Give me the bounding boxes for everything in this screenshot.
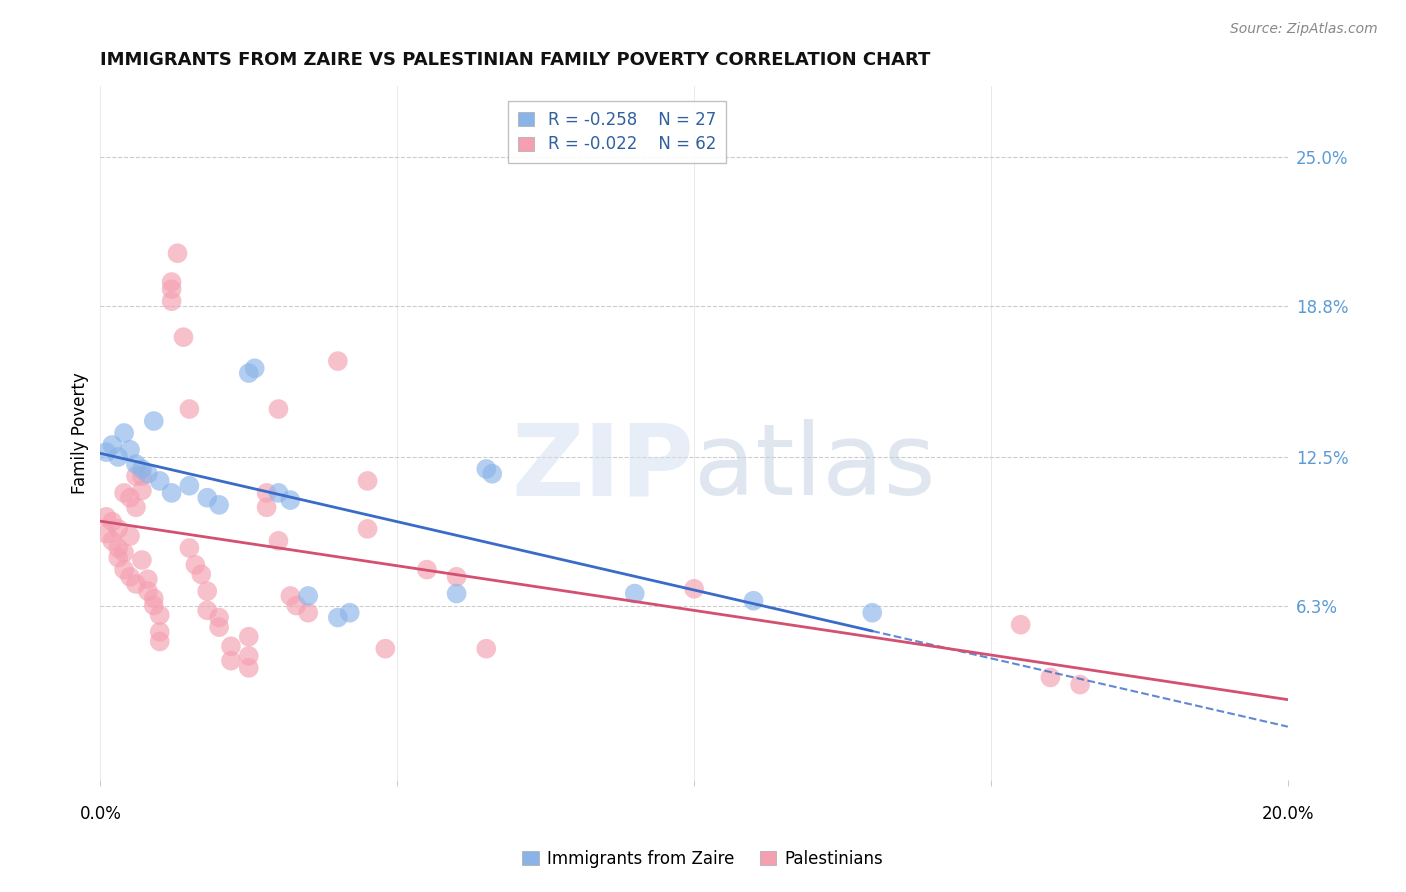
Point (166, 246, 188, 260)
Point (243, 361, 266, 376)
Legend: R = -0.258    N = 27, R = -0.022    N = 62: R = -0.258 N = 27, R = -0.022 N = 62 (508, 101, 725, 163)
Point (1069, 678, 1091, 692)
Point (142, 591, 165, 606)
Point (356, 474, 378, 488)
Point (160, 282, 183, 296)
Point (623, 586, 645, 600)
Point (118, 570, 141, 584)
Point (101, 515, 124, 529)
Point (742, 593, 765, 607)
Point (339, 606, 361, 620)
Point (112, 486, 135, 500)
Point (118, 529, 141, 543)
Point (107, 550, 129, 565)
Point (96, 445, 118, 459)
Point (112, 563, 135, 577)
Point (136, 467, 159, 481)
Point (107, 541, 129, 555)
Point (179, 479, 201, 493)
Point (107, 450, 129, 464)
Point (238, 630, 260, 644)
Point (1010, 617, 1032, 632)
Point (208, 620, 231, 634)
Point (131, 469, 153, 483)
Point (267, 533, 290, 548)
Point (112, 425, 135, 440)
Point (297, 606, 319, 620)
Point (446, 570, 468, 584)
Point (297, 589, 319, 603)
Point (416, 563, 439, 577)
Point (149, 474, 172, 488)
Point (136, 584, 159, 599)
Y-axis label: Family Poverty: Family Poverty (72, 372, 89, 494)
Point (125, 577, 148, 591)
Point (475, 641, 498, 656)
Point (267, 402, 290, 417)
Point (208, 610, 231, 624)
Point (179, 541, 201, 555)
Point (195, 584, 218, 599)
Point (96, 526, 118, 541)
Point (238, 661, 260, 675)
Point (195, 603, 218, 617)
Point (326, 354, 349, 368)
Point (1039, 670, 1062, 684)
Point (280, 493, 302, 508)
Point (131, 553, 153, 567)
Point (142, 414, 165, 428)
Point (184, 558, 207, 572)
Point (172, 330, 194, 344)
Text: 20.0%: 20.0% (1261, 805, 1315, 823)
Legend: Immigrants from Zaire, Palestinians: Immigrants from Zaire, Palestinians (516, 844, 890, 875)
Point (125, 469, 148, 483)
Point (208, 498, 231, 512)
Point (267, 486, 290, 500)
Point (446, 586, 468, 600)
Text: ZIP: ZIP (512, 419, 695, 516)
Point (280, 589, 302, 603)
Point (326, 610, 349, 624)
Point (101, 533, 124, 548)
Point (860, 606, 883, 620)
Point (238, 366, 260, 380)
Point (219, 640, 242, 654)
Point (160, 275, 183, 289)
Point (136, 572, 159, 586)
Point (125, 457, 148, 471)
Point (179, 402, 201, 417)
Point (481, 467, 503, 481)
Text: atlas: atlas (695, 419, 936, 516)
Point (285, 599, 308, 613)
Text: 0.0%: 0.0% (79, 805, 121, 823)
Point (219, 654, 242, 668)
Point (107, 522, 129, 536)
Point (125, 500, 148, 515)
Point (149, 624, 172, 639)
Point (356, 522, 378, 536)
Point (256, 486, 278, 500)
Point (256, 500, 278, 515)
Point (238, 648, 260, 663)
Point (190, 567, 212, 582)
Point (160, 294, 183, 309)
Text: IMMIGRANTS FROM ZAIRE VS PALESTINIAN FAMILY POVERTY CORRELATION CHART: IMMIGRANTS FROM ZAIRE VS PALESTINIAN FAM… (100, 51, 931, 69)
Point (195, 491, 218, 505)
Point (112, 546, 135, 560)
Point (101, 438, 124, 452)
Point (131, 483, 153, 498)
Point (149, 608, 172, 623)
Point (160, 486, 183, 500)
Text: Source: ZipAtlas.com: Source: ZipAtlas.com (1230, 22, 1378, 37)
Point (475, 462, 498, 476)
Point (96, 509, 118, 524)
Point (118, 442, 141, 457)
Point (131, 462, 153, 476)
Point (374, 641, 396, 656)
Point (683, 582, 706, 596)
Point (142, 599, 165, 613)
Point (149, 634, 172, 648)
Point (118, 491, 141, 505)
